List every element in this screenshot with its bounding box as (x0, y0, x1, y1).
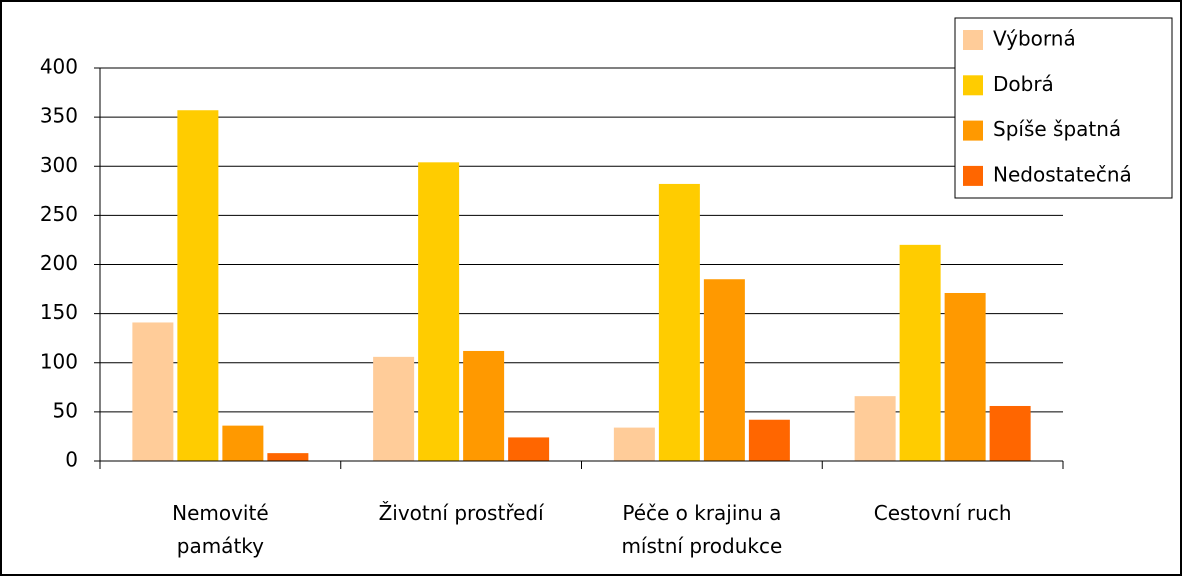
y-tick-label: 150 (40, 300, 78, 324)
y-tick-label: 200 (40, 251, 78, 275)
x-tick-label: Péče o krajinu a místní produkce (621, 501, 783, 558)
legend-swatch (963, 75, 983, 96)
legend-swatch (963, 30, 983, 50)
bar (613, 427, 655, 461)
bar (508, 437, 550, 461)
y-tick-label: 350 (40, 104, 78, 128)
bar (463, 350, 505, 461)
bar (373, 356, 415, 461)
x-tick-label: Cestovní ruch (873, 501, 1012, 525)
legend-swatch (963, 120, 983, 141)
legend-box (954, 17, 1173, 199)
bar (132, 322, 174, 461)
y-tick-label: 100 (40, 349, 78, 373)
bar (222, 425, 264, 461)
y-tick-label: 300 (40, 153, 78, 177)
y-tick-label: 0 (65, 448, 78, 472)
bar (177, 110, 219, 461)
x-tick-label: Životní prostředí (378, 501, 544, 525)
legend-swatch (963, 165, 983, 186)
legend-label: Výborná (993, 27, 1076, 51)
bar (703, 279, 745, 461)
legend-label: Nedostatečná (993, 162, 1132, 186)
y-tick-label: 50 (53, 398, 78, 422)
y-tick-label: 250 (40, 202, 78, 226)
y-tick-label: 400 (40, 55, 78, 79)
bar (658, 183, 700, 461)
bar (748, 419, 790, 461)
bar (418, 162, 460, 461)
bar (854, 396, 896, 461)
bar (989, 405, 1031, 461)
legend-label: Spíše špatná (993, 117, 1121, 141)
bar (944, 292, 986, 461)
legend-label: Dobrá (993, 72, 1054, 96)
x-tick-label: Nemovité památky (172, 501, 269, 558)
bar (267, 453, 309, 461)
bar (899, 244, 941, 461)
